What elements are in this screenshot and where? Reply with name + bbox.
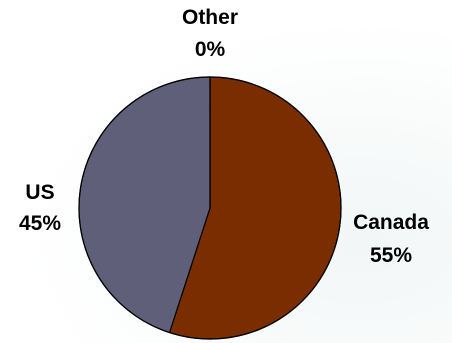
- slice-name-label-canada: Canada: [353, 211, 429, 234]
- slice-value-label-us: 45%: [19, 212, 61, 235]
- pie-slices: [78, 76, 342, 340]
- pie-outline: [78, 76, 342, 340]
- slice-name-label-other: Other: [182, 6, 238, 29]
- slice-value-label-other: 0%: [195, 38, 226, 61]
- slice-name-label-us: US: [25, 181, 54, 204]
- pie-labels: Other 0% US 45% Canada 55%: [19, 6, 429, 267]
- slice-value-label-canada: 55%: [370, 244, 412, 267]
